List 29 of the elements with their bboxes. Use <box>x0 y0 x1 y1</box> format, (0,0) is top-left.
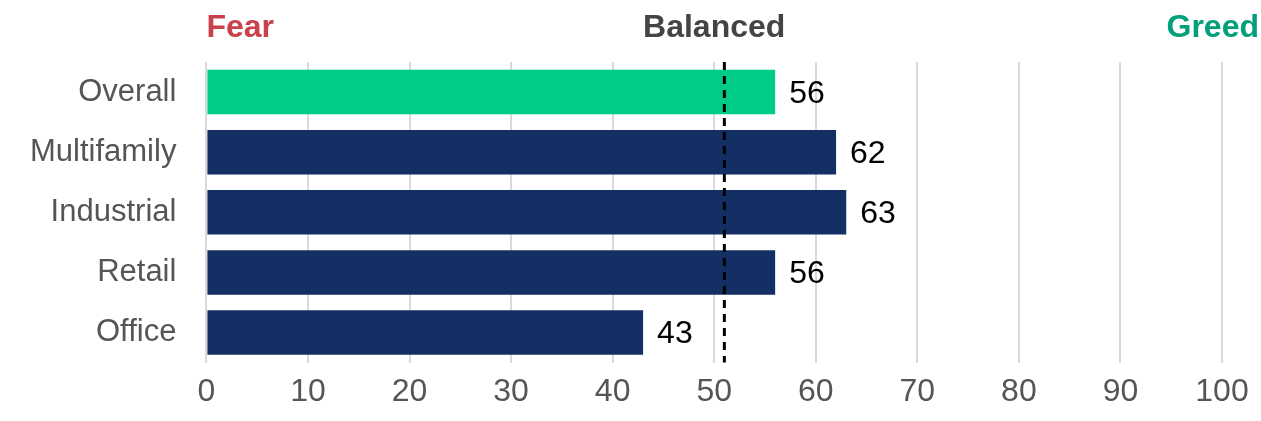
x-tick-label: 40 <box>594 371 631 408</box>
data-label: 56 <box>789 254 825 291</box>
text: Greed <box>1166 7 1259 44</box>
data-label: 43 <box>657 314 693 351</box>
x-tick-label: 100 <box>1195 371 1249 408</box>
x-tick-label: 80 <box>1001 371 1037 408</box>
x-tick-label: 70 <box>899 371 936 408</box>
data-label: 62 <box>850 134 886 171</box>
text: Balanced <box>643 7 786 44</box>
bar <box>207 250 776 295</box>
x-tick-label: 0 <box>197 371 216 408</box>
x-tick-label: 10 <box>290 371 326 408</box>
y-tick-label: Office <box>96 313 177 349</box>
x-tick-label: 20 <box>391 371 428 408</box>
bar <box>207 69 776 115</box>
y-tick-label: Industrial <box>50 192 177 228</box>
x-tick-label: 60 <box>797 371 834 408</box>
y-tick-label: Overall <box>78 72 177 108</box>
y-tick-label: Multifamily <box>30 132 177 168</box>
x-tick-label: 90 <box>1102 371 1139 408</box>
x-tick-label: 30 <box>493 371 529 408</box>
text: Fear <box>206 7 274 44</box>
bar <box>207 129 837 175</box>
data-label: 63 <box>860 194 896 231</box>
data-label: 56 <box>789 73 825 110</box>
x-tick-label: 50 <box>696 371 732 408</box>
y-tick-label: Retail <box>97 252 177 288</box>
bar <box>207 310 644 355</box>
bar <box>207 190 847 235</box>
